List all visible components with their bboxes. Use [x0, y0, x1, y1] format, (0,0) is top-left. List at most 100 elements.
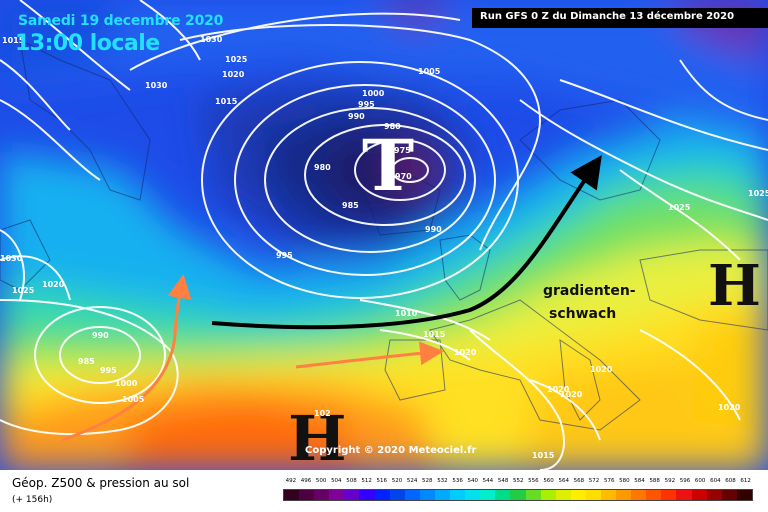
isobar-label: 1030	[0, 254, 23, 263]
color-scale-label: 520	[391, 478, 403, 484]
color-scale-label: 600	[694, 478, 706, 484]
isobar-label: 1030	[200, 35, 223, 44]
annotation-line-2: schwach	[549, 306, 617, 322]
color-scale-label: 500	[315, 478, 327, 484]
color-scale-cell	[314, 490, 330, 500]
color-scale-label: 560	[543, 478, 554, 484]
color-scale-cell	[480, 490, 496, 500]
isobar-label: 1015	[423, 330, 446, 339]
color-scale-label: 608	[725, 478, 736, 484]
color-scale-cell	[646, 490, 662, 500]
color-scale-label: 596	[679, 478, 691, 484]
forecast-date: Samedi 19 decembre 2020	[18, 13, 224, 29]
color-scale-label: 540	[467, 478, 479, 484]
isobar-label: 1020	[42, 280, 65, 289]
color-scale-cell	[631, 490, 647, 500]
jet-stream-arrow	[211, 155, 602, 330]
color-scale-cell	[691, 490, 707, 500]
color-scale-label: 516	[376, 478, 388, 484]
color-scale-label: 496	[300, 478, 312, 484]
copyright-text: Copyright © 2020 Meteociel.fr	[305, 445, 477, 456]
legend-subtitle: (+ 156h)	[12, 495, 53, 505]
color-scale-cell	[525, 490, 541, 500]
isobar-label: 1005	[418, 67, 441, 76]
color-scale-cell	[570, 490, 586, 500]
color-scale-label: 524	[406, 478, 418, 484]
isobars	[0, 0, 768, 470]
color-scale-cell	[450, 490, 466, 500]
color-scale-cell	[389, 490, 405, 500]
isobar-labels: 1015 1030 1025 1020 1030 1015 1005 1000 …	[0, 35, 768, 460]
isobar-label: 1025	[668, 203, 691, 212]
color-scale-cell	[736, 490, 752, 500]
color-scale-cell	[555, 490, 571, 500]
isobar-label: 985	[78, 357, 95, 366]
color-scale-cell	[495, 490, 511, 500]
color-scale-label: 492	[285, 478, 297, 484]
isobar-label: 1020	[560, 390, 583, 399]
color-scale-cell	[600, 490, 617, 500]
isobar-label: 1000	[362, 89, 385, 98]
color-scale-cell	[585, 490, 601, 500]
color-scale-label: 544	[482, 478, 494, 484]
color-scale-label: 556	[528, 478, 539, 484]
isobar-label: 980	[314, 163, 331, 172]
isobar-label: 1025	[225, 55, 248, 64]
color-scale-label: 512	[361, 478, 372, 484]
warm-air-arrow-south	[295, 341, 444, 369]
color-scale-label: 564	[558, 478, 569, 484]
color-scale-label: 568	[573, 478, 585, 484]
isobar-label: 975	[394, 146, 411, 155]
color-scale-cell	[419, 490, 435, 500]
color-scale-label: 604	[710, 478, 721, 484]
pressure-systems: T H H	[288, 124, 761, 470]
color-scale-label: 572	[588, 478, 600, 484]
color-scale-label: 548	[497, 478, 509, 484]
low-pressure-symbol: T	[362, 124, 414, 207]
isobar-label: 1000	[115, 379, 138, 388]
isobar-label: 1015	[532, 451, 555, 460]
color-scale-label: 576	[603, 478, 615, 484]
color-scale-cell	[329, 490, 345, 500]
isobar-label: 1010	[395, 309, 418, 318]
isobar-label: 1020	[718, 403, 741, 412]
isobar-label: 970	[395, 172, 412, 181]
annotation-line-1: gradienten-	[543, 283, 636, 299]
color-scale-label: 552	[513, 478, 524, 484]
color-scale-cell	[299, 490, 315, 500]
high-pressure-symbol-southwest: H	[288, 402, 347, 470]
arrows	[61, 155, 602, 442]
color-scale-cell	[706, 490, 722, 500]
isobar-label: 1025	[12, 286, 35, 295]
color-scale-label: 508	[346, 478, 357, 484]
isobar-label: 1005	[122, 395, 145, 404]
color-scale-cell	[434, 490, 451, 500]
run-banner	[472, 8, 768, 28]
coastlines	[0, 39, 768, 431]
isobar-label: 1020	[222, 70, 245, 79]
isobar-label: 1030	[145, 81, 168, 90]
isobar-label: 985	[342, 201, 359, 210]
color-scale-labels: 492 496 500 504 508 512 516 520 524 528 532 536 540 5…	[283, 478, 753, 488]
color-scale-label: 584	[634, 478, 645, 484]
color-scale-label: 588	[649, 478, 660, 484]
isobar-label: 995	[358, 100, 375, 109]
color-scale-label: 580	[619, 478, 630, 484]
color-scale-cell	[661, 490, 677, 500]
color-scale-cell	[510, 490, 526, 500]
isobar-label: 1025	[748, 189, 768, 198]
color-scale-cell	[284, 490, 300, 500]
gradient-annotation: gradienten- schwach	[543, 280, 663, 326]
color-scale-label: 532	[437, 478, 448, 484]
forecast-time: 13:00 locale	[15, 31, 160, 56]
color-scale-cell	[359, 490, 375, 500]
isobar-label: 1020	[590, 365, 613, 374]
isobar-label: 995	[100, 366, 117, 375]
isobar-label: 990	[425, 225, 442, 234]
color-scale-cell	[374, 490, 390, 500]
color-scale-cell	[676, 490, 692, 500]
color-scale-label: 536	[452, 478, 463, 484]
legend-title: Géop. Z500 & pression au sol	[12, 476, 190, 490]
color-scale-cell	[540, 490, 556, 500]
